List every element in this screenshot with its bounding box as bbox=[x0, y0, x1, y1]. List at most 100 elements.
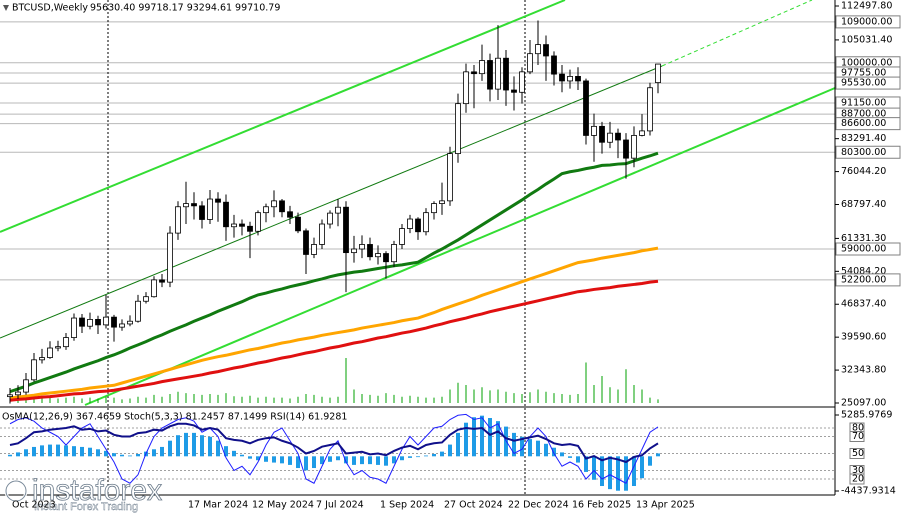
candle-body bbox=[591, 125, 597, 136]
x-tick-label: 17 Mar 2024 bbox=[188, 500, 248, 511]
candle-body bbox=[79, 317, 85, 327]
candle-body bbox=[47, 347, 53, 358]
osma-bar bbox=[416, 456, 420, 458]
osma-bar bbox=[40, 445, 44, 457]
osma-bar bbox=[272, 456, 276, 463]
level-label: 52200.00 bbox=[841, 274, 886, 285]
osma-bar bbox=[232, 450, 236, 457]
level-label: 80300.00 bbox=[841, 147, 886, 158]
level-label-box bbox=[835, 242, 901, 256]
levels bbox=[0, 21, 835, 281]
x-tick-label: 22 Dec 2024 bbox=[508, 500, 569, 511]
osma-bar bbox=[480, 415, 484, 457]
level-label-box bbox=[835, 273, 901, 287]
candle-body bbox=[487, 60, 493, 90]
candle-body bbox=[631, 135, 637, 159]
osma-bar bbox=[616, 456, 620, 491]
candle-body bbox=[647, 87, 653, 132]
osma-bar bbox=[400, 456, 404, 461]
osma-bar bbox=[136, 453, 140, 457]
candle-body bbox=[63, 337, 69, 348]
osma-bar bbox=[568, 456, 572, 458]
osma-bar bbox=[280, 456, 284, 464]
y-tick-label: 68797.40 bbox=[841, 199, 886, 210]
osma-bar bbox=[456, 432, 460, 457]
candle-body bbox=[447, 153, 453, 202]
osma-bar bbox=[24, 449, 28, 457]
osma-bar bbox=[248, 456, 252, 459]
candle-body bbox=[543, 44, 549, 57]
osma-bar bbox=[640, 456, 644, 479]
osma-bar bbox=[152, 449, 156, 457]
candle-body bbox=[327, 212, 333, 225]
osma-bar bbox=[648, 456, 652, 466]
osma-bar bbox=[368, 456, 372, 465]
candle-body bbox=[639, 130, 645, 136]
candle-body bbox=[375, 253, 381, 258]
x-tick-label: 1 Sep 2024 bbox=[380, 500, 434, 511]
osma-bar bbox=[440, 451, 444, 457]
osma-bar bbox=[184, 432, 188, 457]
osma-bar bbox=[16, 452, 20, 457]
logo: instaforex Instant Forex Trading bbox=[4, 474, 162, 513]
symbol-icon bbox=[3, 5, 9, 11]
candle-body bbox=[471, 71, 477, 75]
level-label: 109000.00 bbox=[841, 16, 892, 27]
candle-body bbox=[567, 75, 573, 82]
osma-bar bbox=[496, 421, 500, 457]
candle-body bbox=[55, 346, 61, 349]
y-tick-label: 32343.80 bbox=[841, 365, 886, 376]
osma-bar bbox=[80, 446, 84, 457]
osc-level-label: 70 bbox=[852, 431, 864, 442]
trend-line bbox=[0, 65, 663, 339]
y-tick-label: 76044.20 bbox=[841, 166, 886, 177]
level-label: 91150.00 bbox=[841, 97, 886, 108]
osc-tick-label: -4437.9314 bbox=[841, 486, 896, 497]
plot bbox=[0, 20, 835, 491]
osma-bar bbox=[608, 456, 612, 490]
candle-body bbox=[7, 394, 13, 398]
logo-tagline: Instant Forex Trading bbox=[34, 501, 138, 513]
candle-body bbox=[39, 357, 45, 361]
y-tick-label: 105031.40 bbox=[841, 34, 892, 45]
channel-lower bbox=[84, 87, 836, 406]
candle-body bbox=[335, 206, 341, 214]
osma-bar bbox=[408, 456, 412, 458]
candle-body bbox=[527, 53, 533, 73]
osma-bar bbox=[168, 440, 172, 457]
candle-body bbox=[495, 57, 501, 90]
osma-bar bbox=[528, 439, 532, 457]
candle-body bbox=[175, 206, 181, 234]
chart-title: BTCUSD,Weekly bbox=[12, 3, 88, 14]
candle-body bbox=[231, 223, 237, 228]
osma-bar bbox=[192, 432, 196, 457]
candle-body bbox=[167, 232, 173, 283]
candle-body bbox=[303, 230, 309, 255]
osma-bar bbox=[96, 449, 100, 457]
osma-bar bbox=[432, 453, 436, 457]
osma-bar bbox=[384, 456, 388, 466]
level-label-box bbox=[835, 117, 901, 131]
candle-body bbox=[423, 212, 429, 233]
candle-body bbox=[407, 218, 413, 229]
osma-bar bbox=[112, 453, 116, 457]
candle-body bbox=[559, 73, 565, 82]
candle-body bbox=[287, 211, 293, 218]
ohlc-readout: 95630.40 99718.17 93294.61 99710.79 bbox=[90, 3, 280, 14]
osma-bar bbox=[344, 456, 348, 464]
trend-extension bbox=[661, 0, 813, 67]
level-label: 86600.00 bbox=[841, 118, 886, 129]
candle-body bbox=[31, 359, 37, 381]
logo-icon-outline bbox=[5, 480, 27, 502]
osma-bar bbox=[552, 447, 556, 457]
candle-body bbox=[479, 60, 485, 75]
osma-bar bbox=[488, 418, 492, 457]
candle-body bbox=[599, 125, 605, 143]
osma-bar bbox=[536, 440, 540, 457]
candle-body bbox=[295, 216, 301, 232]
level-label: 88700.00 bbox=[841, 109, 886, 120]
level-label-box bbox=[835, 76, 901, 90]
candle-body bbox=[463, 71, 469, 105]
candle-body bbox=[551, 55, 557, 75]
candle-body bbox=[623, 139, 629, 159]
